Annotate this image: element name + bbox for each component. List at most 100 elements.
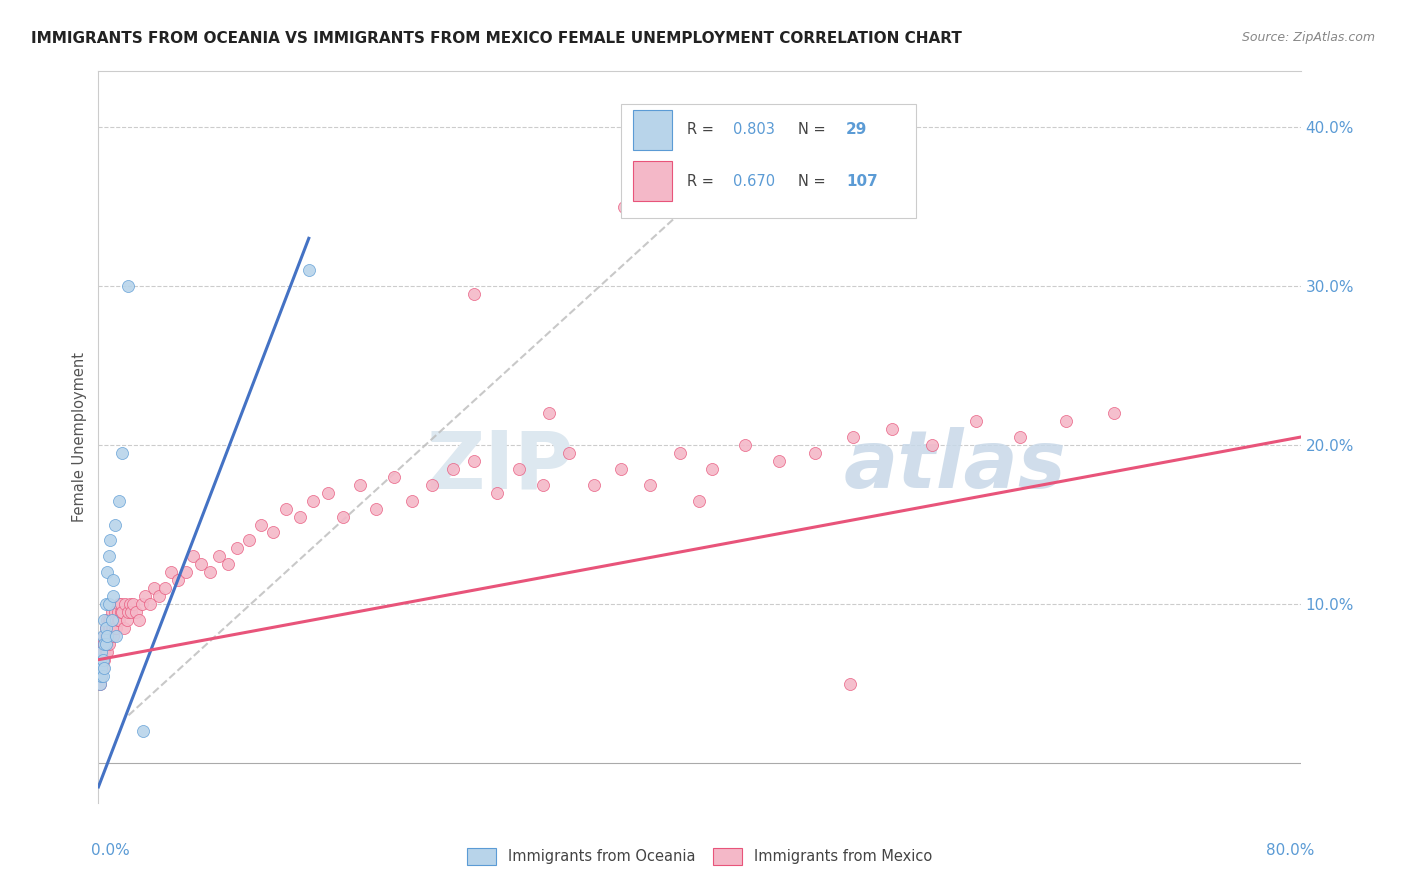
Point (463, 287, 485, 301)
Point (90, 668, 112, 682)
Point (100, 621, 122, 635)
Point (93, 660, 115, 674)
Point (90, 653, 112, 667)
Point (463, 454, 485, 468)
Point (94, 621, 117, 635)
Point (208, 549, 231, 564)
Point (880, 422, 903, 436)
Point (101, 621, 124, 635)
Point (110, 605, 132, 619)
Point (838, 676, 860, 690)
Point (91, 653, 114, 667)
Point (91, 645, 114, 659)
Point (700, 462, 723, 476)
Text: 29: 29 (846, 122, 868, 137)
Point (131, 597, 153, 611)
Point (318, 485, 340, 500)
Point (842, 430, 865, 444)
Point (94, 637, 117, 651)
Point (107, 613, 129, 627)
Point (89, 676, 111, 690)
Text: 80.0%: 80.0% (1267, 843, 1315, 858)
Point (104, 621, 127, 635)
Text: atlas: atlas (844, 427, 1067, 506)
Point (112, 621, 135, 635)
Point (89, 676, 111, 690)
Point (111, 446, 134, 460)
Point (217, 558, 239, 572)
Point (103, 621, 125, 635)
Point (93, 613, 115, 627)
Point (610, 462, 633, 476)
Bar (633, 161, 672, 202)
Point (190, 558, 212, 572)
Point (100, 613, 122, 627)
Point (90, 660, 112, 674)
Point (768, 454, 790, 468)
Point (174, 566, 197, 580)
Point (110, 597, 132, 611)
Point (558, 446, 581, 460)
Point (103, 629, 125, 643)
Text: 0.803: 0.803 (733, 122, 775, 137)
Point (97, 629, 120, 643)
Point (104, 605, 127, 619)
Point (101, 613, 124, 627)
Point (804, 446, 827, 460)
Point (103, 613, 125, 627)
Point (302, 493, 325, 508)
Point (143, 581, 166, 595)
Point (94, 645, 117, 659)
Point (148, 589, 170, 603)
Legend: Immigrants from Oceania, Immigrants from Mexico: Immigrants from Oceania, Immigrants from… (467, 848, 932, 865)
Point (97, 621, 120, 635)
Point (508, 462, 530, 476)
Point (349, 477, 371, 491)
Point (93, 629, 115, 643)
Point (105, 613, 128, 627)
Point (638, 477, 661, 491)
Point (91, 637, 114, 651)
Point (531, 477, 554, 491)
Point (100, 629, 122, 643)
Point (366, 501, 388, 516)
Point (96, 637, 118, 651)
Point (100, 533, 122, 548)
Point (101, 605, 124, 619)
Text: 107: 107 (846, 174, 877, 188)
Point (96, 629, 118, 643)
Point (89, 653, 111, 667)
FancyBboxPatch shape (621, 104, 915, 218)
Point (734, 438, 756, 452)
Point (669, 446, 692, 460)
Point (134, 589, 156, 603)
Text: IMMIGRANTS FROM OCEANIA VS IMMIGRANTS FROM MEXICO FEMALE UNEMPLOYMENT CORRELATIO: IMMIGRANTS FROM OCEANIA VS IMMIGRANTS FR… (31, 31, 962, 46)
Point (105, 621, 128, 635)
Point (1008, 430, 1031, 444)
Point (384, 470, 406, 484)
Point (91, 660, 114, 674)
Point (90, 645, 112, 659)
Bar (633, 110, 672, 150)
Point (108, 493, 131, 508)
Point (225, 541, 247, 556)
Point (114, 597, 136, 611)
Point (94, 637, 117, 651)
Point (420, 477, 443, 491)
Point (125, 605, 148, 619)
Point (96, 613, 118, 627)
Point (121, 605, 143, 619)
Point (583, 477, 606, 491)
Text: 0.670: 0.670 (733, 174, 775, 188)
Text: N =: N = (799, 122, 831, 137)
Point (108, 613, 131, 627)
Point (97, 597, 120, 611)
Point (198, 566, 221, 580)
Y-axis label: Female Unemployment: Female Unemployment (72, 352, 87, 522)
Point (276, 501, 298, 516)
Point (97, 637, 120, 651)
Point (93, 637, 115, 651)
Point (93, 645, 115, 659)
Point (441, 462, 464, 476)
Point (97, 549, 120, 564)
